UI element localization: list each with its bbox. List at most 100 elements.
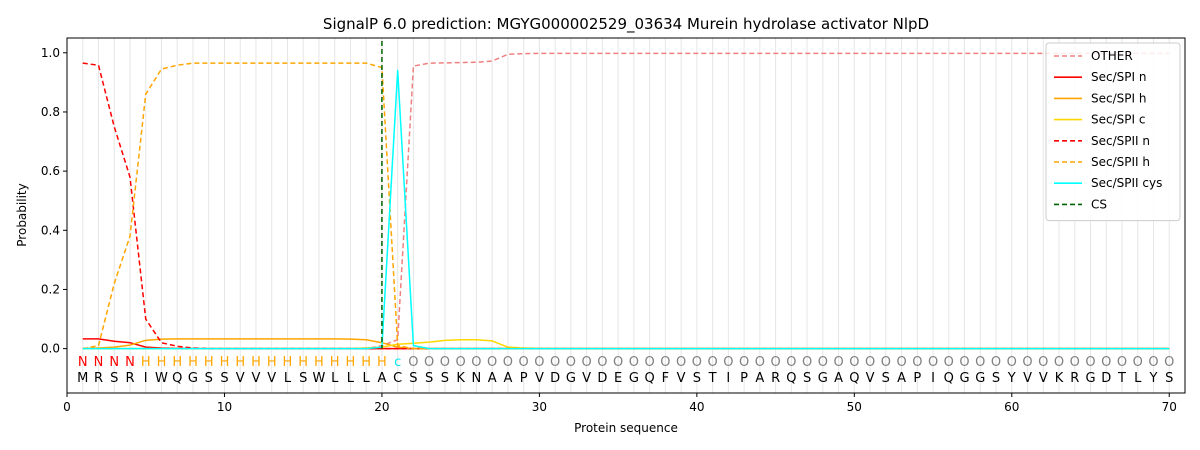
prediction-letter: H — [361, 355, 371, 370]
prediction-letter: H — [188, 355, 198, 370]
prediction-letter: O — [613, 355, 623, 370]
sequence-letter: T — [1117, 371, 1126, 386]
sequence-letter: G — [960, 371, 970, 386]
sequence-letter: S — [441, 371, 449, 386]
x-axis-ticks: 0 10 20 30 40 50 60 70 — [63, 393, 1177, 414]
prediction-letter: H — [172, 355, 182, 370]
prediction-letter: O — [1007, 355, 1017, 370]
sequence-letter: S — [220, 371, 228, 386]
sequence-letter: P — [520, 371, 528, 386]
x-tick-label: 40 — [689, 400, 704, 414]
sequence-letter: G — [975, 371, 985, 386]
prediction-letter: O — [881, 355, 891, 370]
prediction-letter: H — [346, 355, 356, 370]
y-tick-label: 1.0 — [41, 46, 60, 60]
sequence-letter: K — [1055, 371, 1064, 386]
sequence-letter: L — [284, 371, 292, 386]
series-line-6 — [82, 69, 1170, 350]
sequence-letter: A — [503, 371, 512, 386]
sequence-letter: P — [740, 371, 748, 386]
prediction-letter: O — [1133, 355, 1143, 370]
prediction-letter: O — [503, 355, 513, 370]
y-axis-label: Probability — [15, 183, 29, 246]
sequence-letter: V — [1023, 371, 1032, 386]
prediction-letter: O — [959, 355, 969, 370]
sequence-letter: G — [629, 371, 639, 386]
prediction-letter: H — [251, 355, 261, 370]
prediction-letter: O — [519, 355, 529, 370]
sequence-letter: F — [662, 371, 669, 386]
sequence-letter: A — [834, 371, 843, 386]
sequence-letter: T — [708, 371, 717, 386]
sequence-letter: S — [110, 371, 118, 386]
prediction-letter: O — [912, 355, 922, 370]
prediction-letter: O — [582, 355, 592, 370]
prediction-letter: O — [739, 355, 749, 370]
series-line-3 — [82, 339, 1170, 350]
y-tick-label: 0.2 — [41, 282, 60, 296]
prediction-letter: O — [660, 355, 670, 370]
prediction-letter: O — [692, 355, 702, 370]
x-tick-label: 30 — [532, 400, 547, 414]
sequence-letter: V — [535, 371, 544, 386]
prediction-letter: O — [1101, 355, 1111, 370]
series-line-4 — [82, 62, 1170, 350]
sequence-letter: D — [550, 371, 560, 386]
prediction-letter: H — [220, 355, 230, 370]
prediction-letter: O — [1022, 355, 1032, 370]
sequence-letter: L — [347, 371, 355, 386]
sequence-letter: V — [267, 371, 276, 386]
prediction-letter: O — [944, 355, 954, 370]
prediction-letter: O — [550, 355, 560, 370]
sequence-letter: G — [566, 371, 576, 386]
prediction-letter: O — [566, 355, 576, 370]
series-line-2 — [82, 338, 1170, 350]
vertical-grid — [82, 38, 1170, 393]
x-tick-label: 0 — [63, 400, 71, 414]
prediction-letter: O — [896, 355, 906, 370]
sequence-letter: Q — [944, 371, 954, 386]
prediction-letter: O — [424, 355, 434, 370]
prediction-letter: O — [833, 355, 843, 370]
prediction-letter: H — [235, 355, 245, 370]
sequence-letter: D — [1101, 371, 1111, 386]
prediction-letter: O — [975, 355, 985, 370]
sequence-letter: R — [125, 371, 134, 386]
sequence-letter: D — [597, 371, 607, 386]
prediction-letter: O — [723, 355, 733, 370]
prediction-letter: N — [125, 355, 135, 370]
sequence-letter: V — [866, 371, 875, 386]
sequence-letter: A — [377, 371, 386, 386]
x-tick-label: 20 — [374, 400, 389, 414]
sequence-letter: R — [94, 371, 103, 386]
sequence-letter: S — [803, 371, 811, 386]
prediction-letter: H — [267, 355, 277, 370]
plot-frame — [66, 37, 1186, 394]
sequence-letter: N — [472, 371, 482, 386]
prediction-letter: O — [456, 355, 466, 370]
legend-label: CS — [1091, 197, 1107, 211]
sequence-letter: A — [755, 371, 764, 386]
prediction-letter: O — [408, 355, 418, 370]
prediction-letter: O — [1085, 355, 1095, 370]
prediction-letter: O — [849, 355, 859, 370]
prediction-letter: O — [1054, 355, 1064, 370]
sequence-letter: A — [488, 371, 497, 386]
prediction-letter: O — [707, 355, 717, 370]
prediction-letter: O — [786, 355, 796, 370]
sequence-letter: E — [614, 371, 622, 386]
y-axis-ticks: 0.0 0.2 0.4 0.6 0.8 1.0 — [41, 46, 67, 356]
prediction-letter: N — [109, 355, 119, 370]
sequence-letter: R — [1070, 371, 1079, 386]
legend-box — [1045, 42, 1181, 222]
sequence-letter: L — [331, 371, 339, 386]
prediction-letter: H — [157, 355, 167, 370]
sequence-letter: I — [144, 371, 148, 386]
prediction-letter: O — [440, 355, 450, 370]
prediction-letter: O — [1070, 355, 1080, 370]
prediction-letter: O — [1038, 355, 1048, 370]
sequence-letter: V — [252, 371, 261, 386]
legend-label: Sec/SPII cys — [1091, 176, 1162, 190]
